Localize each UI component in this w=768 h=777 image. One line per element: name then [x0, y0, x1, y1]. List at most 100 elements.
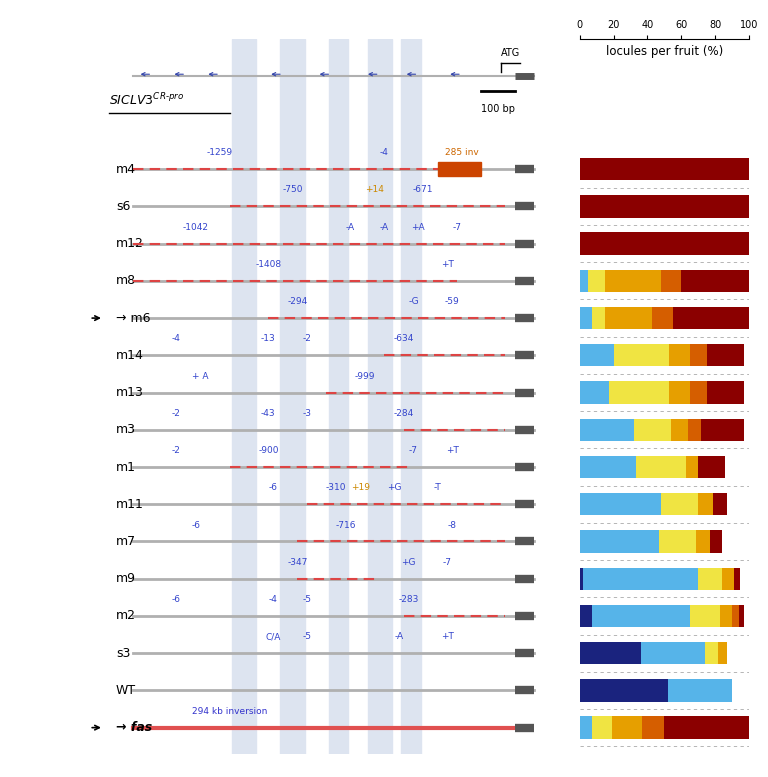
Text: m4: m4	[116, 162, 136, 176]
Text: -1259: -1259	[207, 148, 233, 157]
Bar	[280, 39, 305, 754]
Text: -4: -4	[269, 595, 277, 604]
Bar	[688, 419, 701, 441]
Bar	[707, 344, 743, 367]
Bar	[580, 716, 591, 739]
Bar	[733, 567, 740, 590]
Bar	[732, 605, 739, 627]
Text: ATG: ATG	[501, 47, 520, 57]
Text: -59: -59	[445, 297, 459, 306]
Bar	[661, 270, 681, 292]
Text: +19: +19	[351, 483, 369, 493]
Text: → fas: → fas	[116, 721, 152, 734]
Text: s3: s3	[116, 646, 131, 660]
Text: -7: -7	[409, 446, 418, 455]
Text: -43: -43	[261, 409, 276, 418]
Text: -7: -7	[443, 558, 452, 566]
Text: -3: -3	[303, 409, 312, 418]
Text: -4: -4	[172, 334, 180, 343]
Bar	[580, 382, 608, 404]
Text: m13: m13	[116, 386, 144, 399]
Text: m11: m11	[116, 498, 144, 510]
Bar	[580, 567, 583, 590]
Bar	[608, 382, 670, 404]
Bar	[591, 605, 690, 627]
Bar	[580, 530, 659, 552]
Bar	[687, 456, 698, 478]
Text: -A: -A	[346, 223, 355, 232]
Text: + A: + A	[192, 371, 209, 381]
Bar	[690, 382, 707, 404]
Bar	[659, 530, 697, 552]
Bar	[583, 567, 698, 590]
Text: -999: -999	[355, 371, 376, 381]
Text: 285 inv: 285 inv	[445, 148, 478, 157]
Text: m8: m8	[116, 274, 136, 287]
Bar	[661, 493, 698, 515]
Text: -A: -A	[380, 223, 389, 232]
Bar	[710, 530, 722, 552]
Bar	[641, 642, 705, 664]
Text: -2: -2	[172, 446, 180, 455]
Text: m3: m3	[116, 423, 136, 436]
Text: m12: m12	[116, 237, 144, 250]
Text: +G: +G	[402, 558, 416, 566]
Text: -13: -13	[261, 334, 276, 343]
Text: -6: -6	[172, 595, 181, 604]
Bar	[705, 642, 718, 664]
Bar	[701, 419, 743, 441]
Bar	[636, 456, 687, 478]
Bar	[713, 493, 727, 515]
Text: -294: -294	[287, 297, 307, 306]
Bar	[588, 270, 605, 292]
Text: s6: s6	[116, 200, 131, 213]
Bar	[580, 270, 588, 292]
Text: -1042: -1042	[183, 223, 209, 232]
Text: m7: m7	[116, 535, 136, 548]
Text: +G: +G	[387, 483, 402, 493]
Text: $SICLV3^{CR\text{-}pro}$: $SICLV3^{CR\text{-}pro}$	[109, 92, 184, 109]
Text: -900: -900	[258, 446, 279, 455]
Text: -7: -7	[452, 223, 462, 232]
Bar	[718, 642, 727, 664]
Text: -283: -283	[399, 595, 419, 604]
Bar	[653, 307, 673, 329]
Text: -5: -5	[303, 595, 312, 604]
Bar	[580, 493, 661, 515]
Bar	[580, 307, 591, 329]
Text: +T: +T	[441, 632, 454, 641]
Text: -A: -A	[395, 632, 403, 641]
Bar	[580, 642, 641, 664]
Text: -634: -634	[394, 334, 414, 343]
Bar	[612, 716, 642, 739]
Text: +14: +14	[366, 186, 384, 194]
Bar	[681, 270, 749, 292]
Bar	[580, 232, 749, 255]
Bar	[605, 270, 661, 292]
Bar	[232, 39, 257, 754]
Bar	[591, 307, 605, 329]
Text: -2: -2	[172, 409, 180, 418]
Text: -4: -4	[380, 148, 389, 157]
Text: m14: m14	[116, 349, 144, 362]
Bar	[698, 567, 722, 590]
Bar	[368, 39, 392, 754]
Text: m1: m1	[116, 461, 136, 473]
Text: -6: -6	[191, 521, 200, 530]
Bar	[605, 307, 653, 329]
Text: m9: m9	[116, 572, 136, 585]
Bar	[664, 716, 749, 739]
Bar	[670, 344, 690, 367]
Text: +T: +T	[445, 446, 458, 455]
Bar	[580, 344, 614, 367]
Text: -1408: -1408	[255, 260, 281, 269]
Text: -750: -750	[283, 186, 303, 194]
Text: -5: -5	[303, 632, 312, 641]
Bar	[739, 605, 743, 627]
Text: 100 bp: 100 bp	[482, 104, 515, 114]
Bar	[690, 344, 707, 367]
Bar	[642, 716, 664, 739]
Text: locules per fruit (%): locules per fruit (%)	[606, 45, 723, 58]
Bar	[634, 419, 671, 441]
Bar	[697, 530, 710, 552]
